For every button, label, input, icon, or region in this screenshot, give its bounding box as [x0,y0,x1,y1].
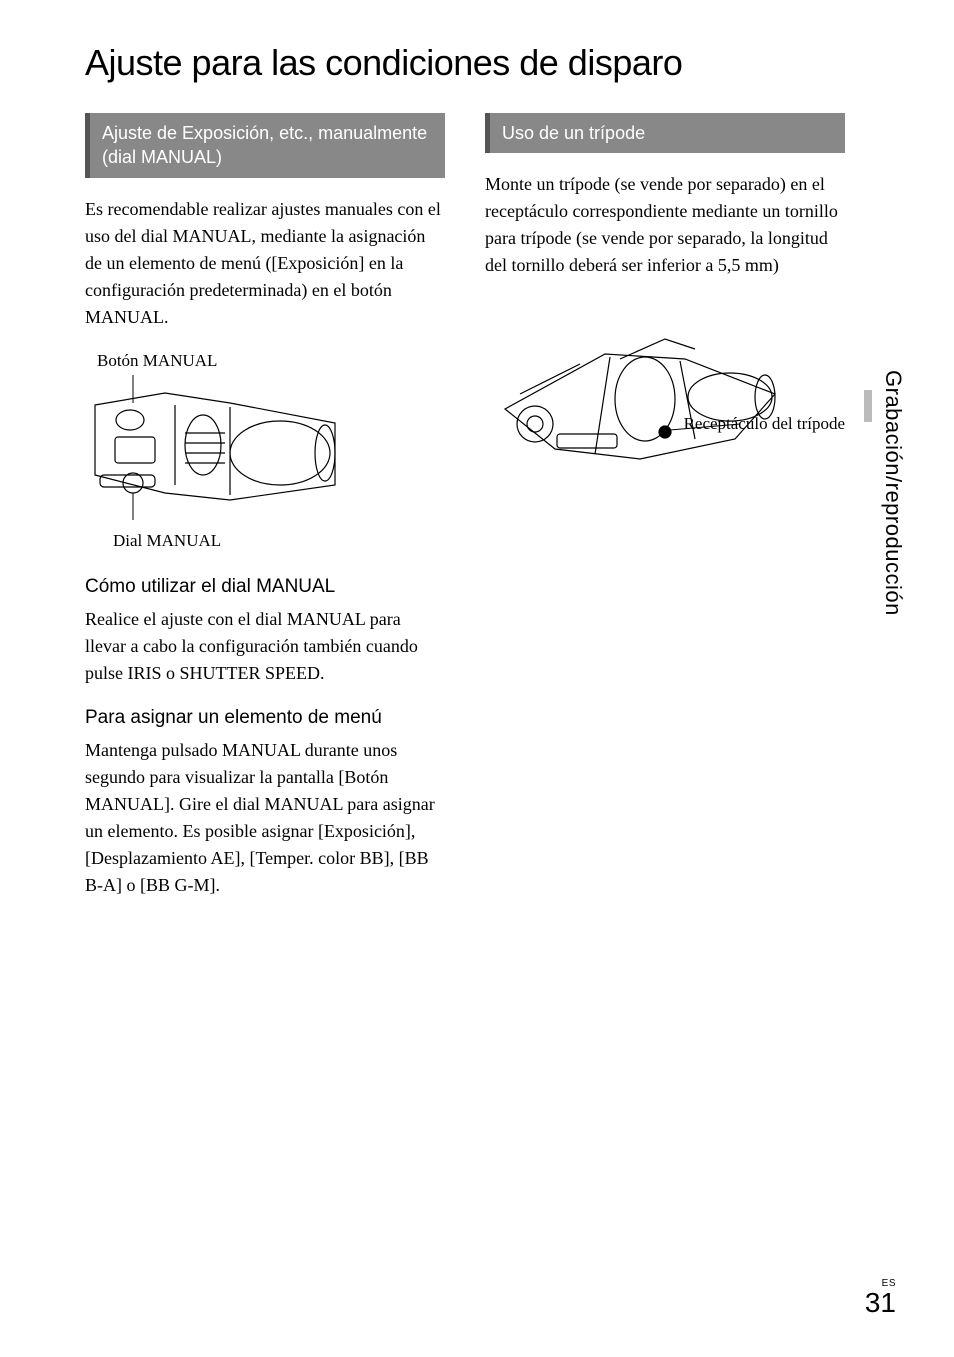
right-column: Uso de un trípode Monte un trípode (se v… [485,113,845,919]
camera-illustration-1 [85,375,345,525]
figure-bottom-label: Dial MANUAL [113,531,445,551]
section-heading-manual: Ajuste de Exposición, etc., manualmente … [85,113,445,178]
page-title: Ajuste para las condiciones de disparo [85,40,924,85]
section-heading-tripod: Uso de un trípode [485,113,845,153]
camera-illustration-2 [485,299,845,499]
sub-heading-usage: Cómo utilizar el dial MANUAL [85,576,445,598]
side-tab-marker [864,390,872,422]
tripod-callout-label: Receptáculo del trípode [684,413,845,435]
page-number: 31 [865,1289,896,1317]
page-footer: ES 31 [865,1278,896,1317]
section-side-tab: Grabación/reproducción [880,370,906,616]
left-column: Ajuste de Exposición, etc., manualmente … [85,113,445,919]
sub-text-assign: Mantenga pulsado MANUAL durante unos seg… [85,737,445,899]
content-columns: Ajuste de Exposición, etc., manualmente … [85,113,924,919]
sub-text-usage: Realice el ajuste con el dial MANUAL par… [85,606,445,687]
manual-intro-text: Es recomendable realizar ajustes manuale… [85,196,445,331]
tripod-intro-text: Monte un trípode (se vende por separado)… [485,171,845,279]
manual-figure: Botón MANUAL [85,351,445,551]
figure-top-label: Botón MANUAL [97,351,445,371]
tripod-figure: Receptáculo del trípode [485,299,845,499]
sub-heading-assign: Para asignar un elemento de menú [85,707,445,729]
